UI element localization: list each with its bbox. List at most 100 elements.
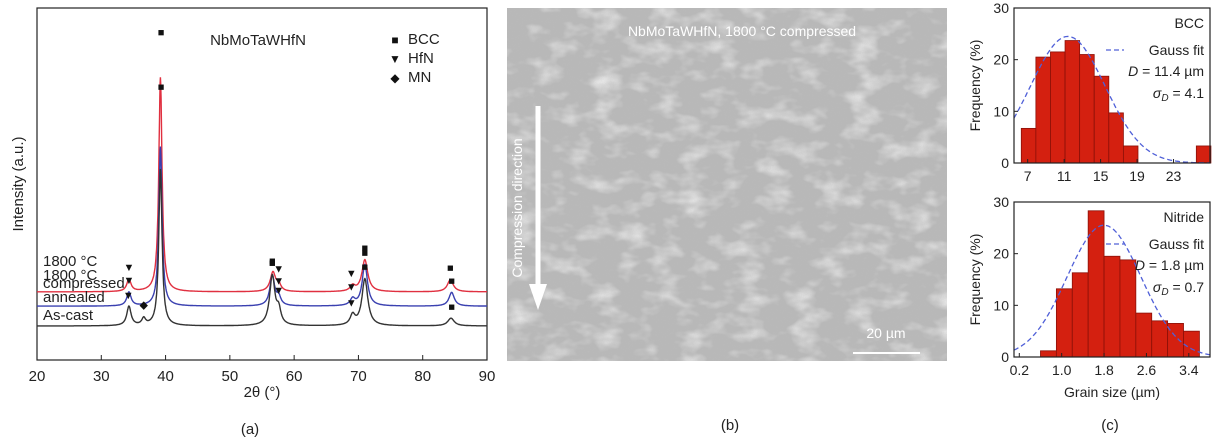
legend-marker: ◆ (390, 71, 400, 85)
x-tick-label: 20 (29, 368, 46, 385)
xrd-title: NbMoTaWHfN (210, 32, 306, 49)
x-tick-label: 3.4 (1179, 362, 1199, 378)
histogram-bar (1183, 330, 1200, 358)
micrograph-title: NbMoTaWHfN, 1800 °C compressed (628, 23, 856, 39)
phase-marker: ■ (362, 262, 369, 274)
x-tick-label: 1.8 (1094, 362, 1114, 378)
x-tick-label: 19 (1129, 168, 1145, 184)
phase-marker: ■ (448, 301, 455, 313)
grain-size-panel: 0 10 20 30 7 11 15 19 23 Frequency (%) BCC Gauss fi… (960, 0, 1217, 439)
y-axis-label: Intensity (a.u.) (10, 136, 27, 231)
phase-marker: ▼ (346, 298, 357, 310)
sem-texture (507, 8, 947, 361)
histogram-title: BCC (1174, 15, 1204, 31)
histogram-bar (1050, 51, 1066, 164)
legend-label: BCC (408, 31, 440, 48)
x-tick-label: 70 (350, 368, 367, 385)
histogram-bar (1020, 127, 1037, 164)
series-label: annealed (43, 289, 105, 306)
scale-bar-label: 20 µm (866, 325, 905, 341)
y-axis-label: Frequency (%) (967, 40, 983, 132)
sem-image (507, 8, 947, 361)
gauss-fit-line (1013, 35, 1210, 164)
xrd-chart: 20 30 40 50 60 70 80 90 2θ (°) Intensity (a.u.) (a… (10, 7, 496, 438)
y-tick-label: 10 (993, 103, 1009, 119)
histogram-bar (1151, 320, 1169, 358)
xrd-panel: 20 30 40 50 60 70 80 90 2θ (°) Intensity (a.u.) (a… (0, 0, 500, 439)
legend-label: MN (408, 69, 431, 86)
phase-marker: ■ (269, 258, 276, 270)
histogram-bar (1055, 288, 1073, 358)
x-tick-label: 30 (93, 368, 110, 385)
micrograph-panel: NbMoTaWHfN, 1800 °C compressed Compressi… (500, 0, 960, 439)
x-tick-label: 50 (222, 368, 239, 385)
phase-marker: ■ (447, 263, 454, 275)
x-tick-label: 11 (1057, 168, 1072, 184)
y-tick-label: 0 (1001, 155, 1009, 171)
histogram-bar (1135, 312, 1153, 358)
series-label: As-cast (43, 307, 94, 324)
x-tick-label: 60 (286, 368, 303, 385)
phase-marker: ▼ (123, 262, 134, 274)
histogram-bar (1122, 145, 1139, 164)
phase-marker: ▼ (273, 276, 284, 288)
compression-direction-label: Compression direction (509, 138, 525, 277)
mean-annotation: D = 1.8 µm (1135, 257, 1204, 273)
x-tick-label: 40 (157, 368, 174, 385)
series-label: compressed (43, 275, 125, 292)
histogram-bar (1103, 255, 1121, 358)
x-tick-label: 1.0 (1052, 362, 1072, 378)
histogram-bar (1071, 272, 1089, 358)
phase-marker: ■ (269, 255, 276, 267)
phase-marker: ▼ (346, 281, 357, 293)
grain-size-charts: 0 10 20 30 7 11 15 19 23 Frequency (%) BCC Gauss fi… (967, 0, 1212, 434)
xrd-series-line (37, 168, 487, 327)
histogram-bar (1079, 54, 1095, 164)
phase-marker: ■ (448, 275, 455, 287)
y-axis-label: Frequency (%) (967, 234, 983, 326)
x-tick-label: 7 (1024, 168, 1032, 184)
phase-marker: ▼ (123, 275, 134, 287)
x-tick-label: 23 (1166, 168, 1182, 184)
phase-marker: ◆ (139, 300, 148, 312)
panel-c-label: (c) (1101, 417, 1119, 434)
histogram-frame (1013, 7, 1211, 164)
micrograph-overlay: NbMoTaWHfN, 1800 °C compressed Compressi… (509, 23, 920, 434)
x-tick-label: 15 (1093, 168, 1109, 184)
mean-annotation: D = 11.4 µm (1128, 63, 1204, 79)
x-axis-label: Grain size (µm) (1064, 384, 1160, 400)
fit-legend-label: Gauss fit (1149, 42, 1204, 58)
histogram-bar (1087, 210, 1105, 358)
sigma-annotation: σD = 4.1 (1153, 85, 1204, 104)
histogram-frame (1013, 201, 1211, 358)
xrd-series-line (37, 77, 487, 293)
series-label: 1800 °C (43, 267, 98, 284)
phase-marker: ▼ (123, 290, 134, 302)
y-tick-label: 20 (993, 246, 1009, 262)
y-tick-label: 10 (993, 297, 1009, 313)
sigma-annotation: σD = 0.7 (1153, 279, 1204, 298)
fit-legend-label: Gauss fit (1149, 236, 1204, 252)
xrd-series-line (37, 146, 487, 307)
legend-marker: ▼ (389, 52, 401, 66)
histogram-bar (1040, 350, 1057, 358)
y-tick-label: 30 (993, 0, 1009, 16)
histogram-bar (1064, 40, 1081, 164)
panel-b-label: (b) (721, 417, 739, 434)
histogram-title: Nitride (1164, 209, 1205, 225)
x-tick-label: 80 (414, 368, 431, 385)
histogram-bar (1108, 112, 1124, 164)
phase-marker: ▼ (346, 268, 357, 280)
series-label: 1800 °C (43, 253, 98, 270)
y-tick-label: 0 (1001, 349, 1009, 365)
histogram-bar (1195, 145, 1212, 164)
phase-marker: ■ (362, 243, 369, 255)
histogram-bar (1035, 56, 1051, 164)
x-tick-label: 2.6 (1137, 362, 1157, 378)
phase-marker: ▼ (273, 285, 284, 297)
panel-a-label: (a) (241, 421, 259, 438)
legend-label: HfN (408, 50, 434, 67)
y-tick-label: 30 (993, 194, 1009, 210)
x-tick-label: 90 (479, 368, 496, 385)
histogram-bar (1119, 259, 1137, 358)
